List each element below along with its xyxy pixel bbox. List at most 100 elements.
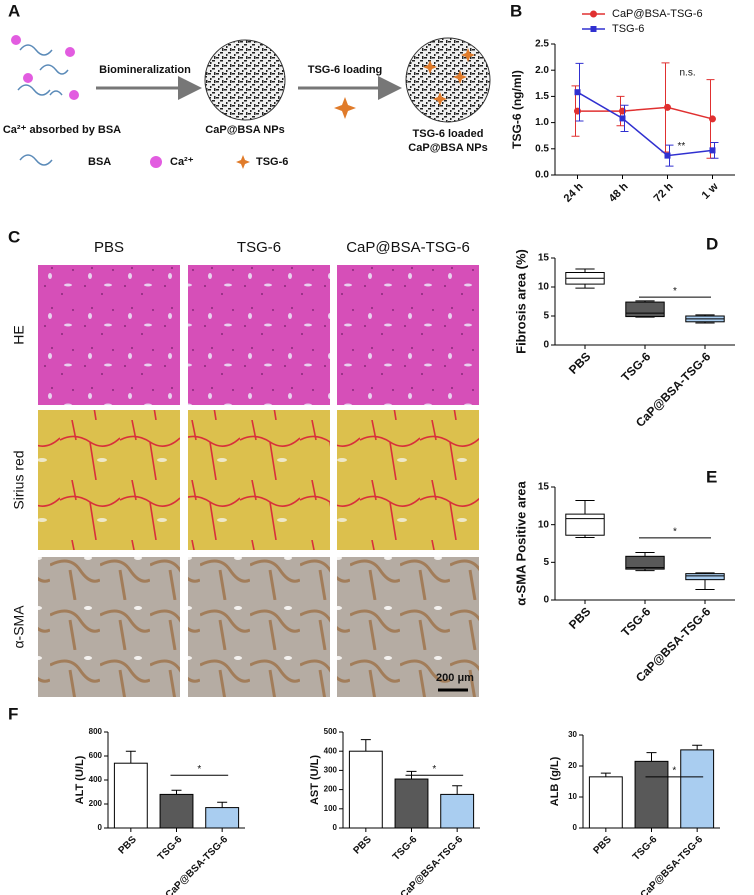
column-header: CaP@BSA-TSG-6 bbox=[346, 239, 470, 256]
error-bar bbox=[125, 750, 136, 764]
x-tick-label: 48 h bbox=[607, 180, 631, 204]
error-bar bbox=[360, 739, 371, 752]
x-tick-label: 72 h bbox=[652, 180, 676, 204]
panel-label: A bbox=[8, 1, 20, 20]
step-label: Biomineralization bbox=[99, 64, 191, 76]
panel-label: F bbox=[8, 704, 18, 723]
x-tick-label: TSG-6 bbox=[631, 834, 660, 863]
y-tick-label: 15 bbox=[538, 253, 550, 264]
column-header: TSG-6 bbox=[237, 239, 281, 256]
y-axis-label: TSG-6 (ng/ml) bbox=[510, 70, 524, 149]
micrograph bbox=[337, 410, 479, 550]
error-bar bbox=[452, 785, 463, 795]
bsa-icon bbox=[19, 154, 53, 166]
stage-label: CaP@BSA NPs bbox=[408, 142, 487, 154]
y-tick-label: 5 bbox=[543, 557, 549, 568]
point bbox=[709, 147, 716, 154]
y-tick-label: 0 bbox=[98, 823, 103, 832]
micrograph bbox=[188, 557, 330, 697]
column-header: PBS bbox=[94, 239, 124, 256]
micrograph bbox=[38, 265, 180, 405]
x-tick-label: TSG-6 bbox=[618, 604, 653, 639]
error-bar bbox=[692, 744, 703, 750]
legend-marker bbox=[590, 10, 597, 18]
y-tick-label: 0 bbox=[543, 340, 549, 351]
legend-marker bbox=[590, 26, 597, 32]
row-label: Sirius red bbox=[11, 450, 27, 509]
bar bbox=[205, 807, 240, 829]
significance-label: * bbox=[432, 764, 436, 775]
panel-label: C bbox=[8, 227, 20, 246]
row-label: α-SMA bbox=[11, 605, 27, 649]
box bbox=[565, 513, 605, 536]
stage-label: CaP@BSA NPs bbox=[205, 124, 284, 136]
point bbox=[664, 152, 671, 159]
chart: 0.0 0.5 1.0 1.5 2.0 2.5 TSG-6 (ng/ml) 24 h 48 h 7… bbox=[510, 8, 735, 205]
step-label: TSG-6 loading bbox=[308, 64, 383, 76]
y-axis-label: α-SMA Positive area bbox=[513, 480, 528, 605]
error-bar bbox=[171, 789, 182, 795]
y-tick-label: 200 bbox=[324, 785, 338, 794]
box bbox=[625, 301, 665, 318]
x-tick-label: PBS bbox=[566, 349, 593, 376]
legend-label: TSG-6 bbox=[612, 23, 644, 35]
error-bar bbox=[217, 801, 228, 808]
y-tick-label: 2.5 bbox=[535, 39, 549, 50]
loaded-nanoparticle bbox=[405, 37, 491, 123]
panel-label: D bbox=[706, 234, 718, 253]
bar bbox=[348, 750, 383, 829]
point bbox=[574, 89, 581, 96]
x-tick-label: PBS bbox=[566, 604, 593, 631]
y-tick-label: 300 bbox=[324, 766, 338, 775]
ca-ion bbox=[65, 47, 75, 57]
x-tick-label: TSG-6 bbox=[156, 834, 185, 863]
ca-ion bbox=[23, 73, 33, 83]
point bbox=[709, 115, 716, 123]
y-tick-label: 10 bbox=[568, 792, 577, 801]
y-tick-label: 500 bbox=[324, 727, 338, 736]
micrograph bbox=[188, 265, 330, 405]
y-tick-label: 5 bbox=[543, 311, 549, 322]
y-tick-label: 400 bbox=[89, 775, 103, 784]
y-tick-label: 600 bbox=[89, 751, 103, 760]
micrograph bbox=[38, 557, 180, 697]
y-tick-label: 30 bbox=[568, 730, 577, 739]
y-axis-label: ALB (g/L) bbox=[549, 756, 561, 806]
y-tick-label: 0 bbox=[573, 823, 578, 832]
x-tick-label: TSG-6 bbox=[618, 349, 653, 384]
y-tick-label: 0 bbox=[543, 595, 549, 606]
y-axis-label: Fibrosis area (%) bbox=[513, 249, 528, 354]
y-tick-label: 1.5 bbox=[535, 91, 549, 102]
y-tick-label: 1.0 bbox=[535, 117, 549, 128]
tsg6-icon bbox=[236, 155, 250, 169]
legend-label: Ca²⁺ bbox=[170, 156, 194, 168]
y-tick-label: 800 bbox=[89, 727, 103, 736]
y-tick-label: 400 bbox=[324, 746, 338, 755]
bar bbox=[440, 793, 475, 829]
micrograph bbox=[38, 410, 180, 550]
tsg6-icons bbox=[423, 48, 475, 106]
micrograph bbox=[337, 557, 479, 697]
panel-label: B bbox=[510, 1, 522, 20]
nanoparticle bbox=[204, 39, 286, 121]
micrograph bbox=[337, 265, 479, 405]
y-tick-label: 10 bbox=[538, 282, 550, 293]
box bbox=[685, 573, 725, 581]
legend-label: TSG-6 bbox=[256, 156, 288, 168]
tsg6-icon bbox=[334, 97, 356, 119]
y-tick-label: 200 bbox=[89, 799, 103, 808]
y-tick-label: 0.5 bbox=[535, 143, 549, 154]
series-line bbox=[577, 91, 713, 157]
bar bbox=[588, 776, 623, 829]
error-bar bbox=[646, 752, 657, 762]
ca-ion bbox=[11, 35, 21, 45]
legend-label: BSA bbox=[88, 156, 111, 168]
x-tick-label: 1 w bbox=[700, 180, 721, 201]
x-tick-label: 24 h bbox=[562, 180, 586, 204]
